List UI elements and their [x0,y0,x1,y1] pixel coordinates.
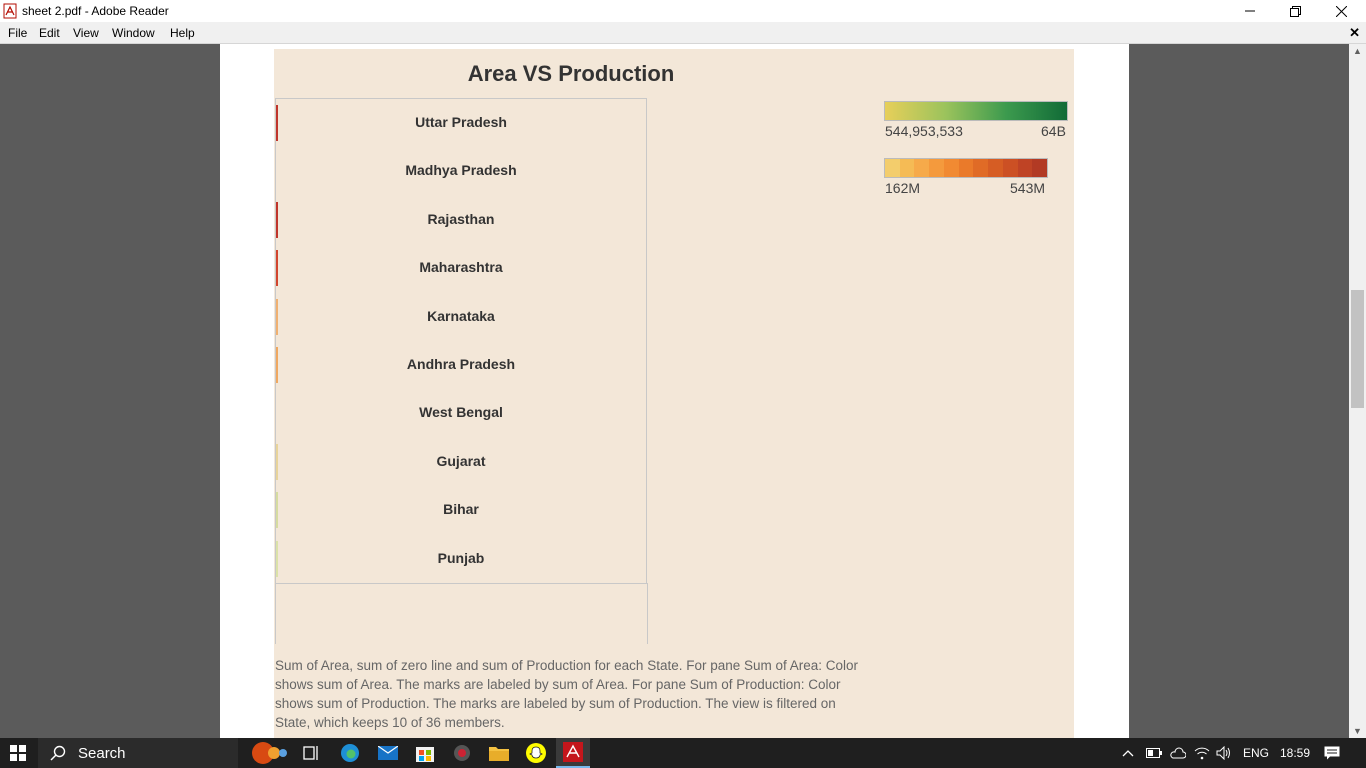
tableau-sheet: Area VS Production Uttar Pradesh Madhya P… [274,49,1074,738]
state-color-mark [276,347,278,383]
state-color-mark [276,201,278,238]
search-placeholder: Search [78,744,126,762]
state-row[interactable]: Gujarat [276,442,646,482]
state-color-mark [276,443,278,480]
state-color-mark [276,153,278,190]
language-indicator[interactable]: ENG [1243,746,1270,760]
title-bar: sheet 2.pdf - Adobe Reader [0,0,1366,22]
file-explorer-icon[interactable] [485,738,513,768]
production-legend-step [988,159,1003,177]
start-button[interactable] [0,738,36,768]
state-label: Maharashtra [419,259,503,276]
adobe-reader-taskbar-button[interactable] [556,738,590,768]
state-row[interactable]: Karnataka [276,297,646,337]
production-legend-step [958,159,974,177]
notifications-icon[interactable] [1324,738,1340,768]
onedrive-icon[interactable] [1170,738,1186,768]
menu-view[interactable]: View [73,26,99,40]
media-player-icon[interactable] [448,738,476,768]
area-legend-min: 544,953,533 [885,123,963,139]
vertical-scrollbar[interactable]: ▲ ▼ [1349,44,1366,738]
edge-browser-icon[interactable] [336,738,364,768]
area-legend-max: 64B [1041,123,1066,139]
scroll-down-icon[interactable]: ▼ [1353,726,1362,736]
adobe-reader-icon [3,3,17,19]
windows-icon [10,745,26,761]
state-color-mark [276,395,278,432]
state-row[interactable]: Bihar [276,490,646,530]
state-color-mark [276,492,278,529]
production-legend-max: 543M [1010,180,1046,196]
minimize-button[interactable] [1227,0,1273,22]
state-label: Uttar Pradesh [415,114,507,130]
close-icon [1335,5,1347,17]
production-legend-step [943,159,959,177]
chart-title: Area VS Production [467,61,675,86]
store-icon[interactable] [411,738,439,768]
state-color-mark [276,105,278,141]
state-label: Bihar [443,501,479,518]
production-legend-step [929,159,944,177]
menu-edit[interactable]: Edit [39,26,60,40]
state-label: Karnataka [427,307,495,324]
close-document-icon[interactable]: ✕ [1349,25,1360,40]
document-viewer[interactable]: Area VS Production Uttar Pradesh Madhya P… [0,44,1349,738]
state-row[interactable]: Madhya Pradesh [276,151,646,191]
minimize-icon [1245,10,1255,12]
state-rows-pane: Uttar Pradesh Madhya Pradesh Rajasthan Maha… [275,98,647,584]
state-row[interactable]: Maharashtra [276,248,646,288]
state-row[interactable]: West Bengal [276,393,646,433]
production-legend-step [1002,159,1018,177]
state-row[interactable]: Punjab [276,539,646,579]
area-color-legend [884,101,1068,121]
production-legend-min: 162M [885,180,921,196]
scrollbar-thumb[interactable] [1351,290,1364,408]
taskbar-search-box[interactable]: Search [38,738,238,768]
production-legend-step [885,159,900,177]
production-legend-step [914,159,930,177]
state-color-mark [276,298,278,335]
mail-icon[interactable] [374,738,402,768]
scroll-up-icon[interactable]: ▲ [1353,46,1362,56]
chevron-up-icon [1122,750,1134,757]
battery-icon[interactable] [1146,738,1162,768]
pdf-page: Area VS Production Uttar Pradesh Madhya P… [220,44,1129,738]
production-legend-step [899,159,915,177]
state-label: Punjab [437,549,485,566]
sheet-caption: Sum of Area, sum of zero line and sum of… [275,658,859,730]
volume-icon[interactable] [1216,738,1232,768]
menu-help[interactable]: Help [170,26,195,40]
state-label: Rajasthan [427,210,495,227]
close-button[interactable] [1318,0,1364,22]
search-icon [50,745,66,761]
menu-bar: File Edit View Window Help ✕ [0,22,1366,44]
taskbar: Search ENG 18:59 [0,738,1366,768]
state-color-mark [276,540,278,577]
task-view-icon[interactable] [298,738,326,768]
snapchat-icon[interactable] [522,738,550,768]
menu-window[interactable]: Window [112,26,155,40]
production-legend-step [973,159,989,177]
pane-empty-area [275,583,648,644]
state-row[interactable]: Rajasthan [276,200,646,240]
clock[interactable]: 18:59 [1280,746,1311,760]
production-legend-step [1032,159,1048,177]
adobe-reader-icon [563,742,583,762]
menu-file[interactable]: File [8,26,28,40]
state-label: Gujarat [436,452,486,469]
state-label: Andhra Pradesh [406,356,516,372]
state-label: Madhya Pradesh [405,162,517,179]
wifi-icon[interactable] [1194,738,1210,768]
window-title: sheet 2.pdf - Adobe Reader [22,4,169,18]
production-color-legend [884,158,1048,178]
restore-button[interactable] [1272,0,1318,22]
search-highlight-icon [240,738,292,768]
state-row[interactable]: Uttar Pradesh [276,103,646,143]
show-hidden-icons[interactable] [1122,738,1134,768]
state-row[interactable]: Andhra Pradesh [276,345,646,385]
production-legend-step [1017,159,1033,177]
state-color-mark [276,250,278,287]
state-label: West Bengal [419,404,503,421]
restore-icon [1289,5,1301,17]
